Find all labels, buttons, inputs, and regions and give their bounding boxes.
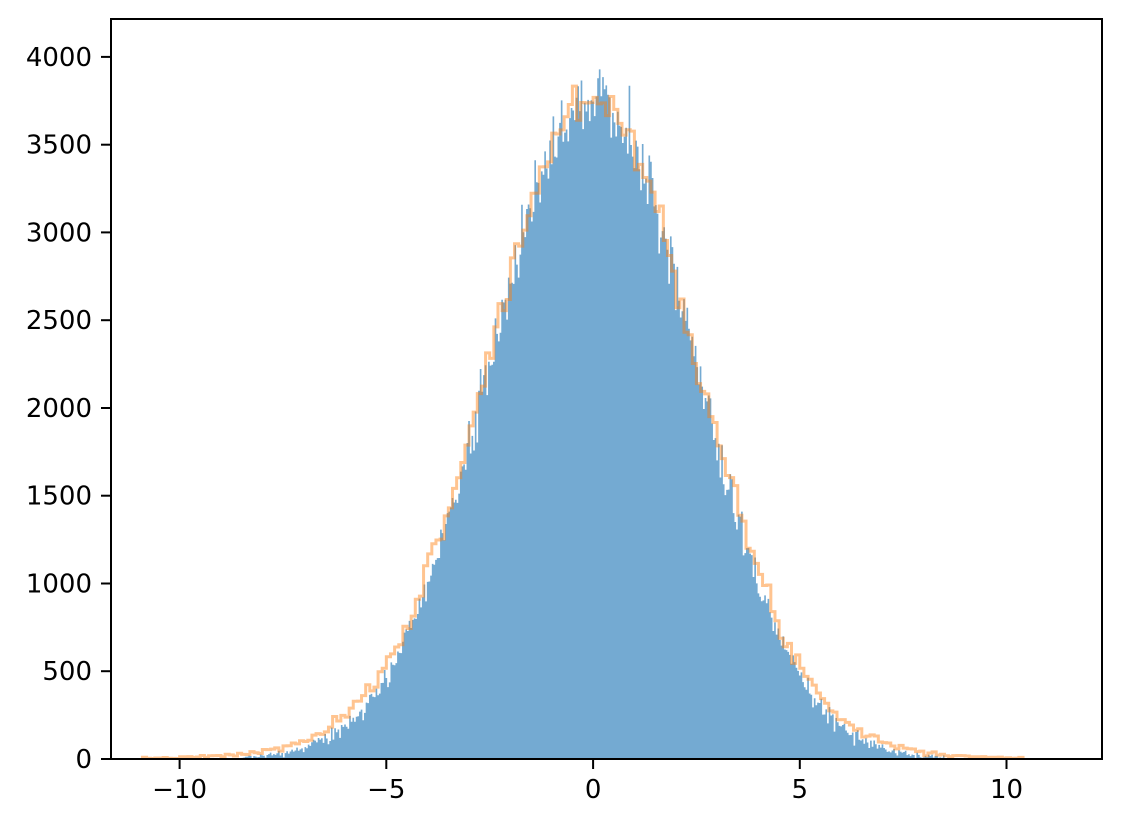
- y-tick-label: 0: [75, 745, 92, 775]
- y-tick-label: 500: [42, 657, 92, 687]
- x-tick-label: −5: [367, 775, 405, 805]
- x-tick-label: 10: [990, 775, 1023, 805]
- y-tick-label: 1000: [26, 570, 92, 600]
- y-tick-label: 1500: [26, 482, 92, 512]
- y-tick-label: 3500: [26, 131, 92, 161]
- axes-frame: [110, 18, 1103, 760]
- orange-histogram-series: [140, 84, 1025, 761]
- y-tick-label: 2000: [26, 394, 92, 424]
- y-tick-label: 2500: [26, 306, 92, 336]
- blue-histogram-path: [241, 69, 945, 760]
- x-tick-label: 0: [585, 775, 602, 805]
- blue-histogram-series: [241, 69, 945, 760]
- x-tick-label: 5: [792, 775, 809, 805]
- x-tick-label: −10: [152, 775, 207, 805]
- y-tick-label: 3000: [26, 218, 92, 248]
- orange-histogram-path: [140, 84, 1025, 761]
- plot-border: [110, 18, 1103, 760]
- x-axis: −10 −5 0 5 10: [152, 760, 1023, 805]
- y-axis: 0 500 1000 1500 2000 2500 3000 3500 4000: [26, 43, 110, 775]
- y-tick-label: 4000: [26, 43, 92, 73]
